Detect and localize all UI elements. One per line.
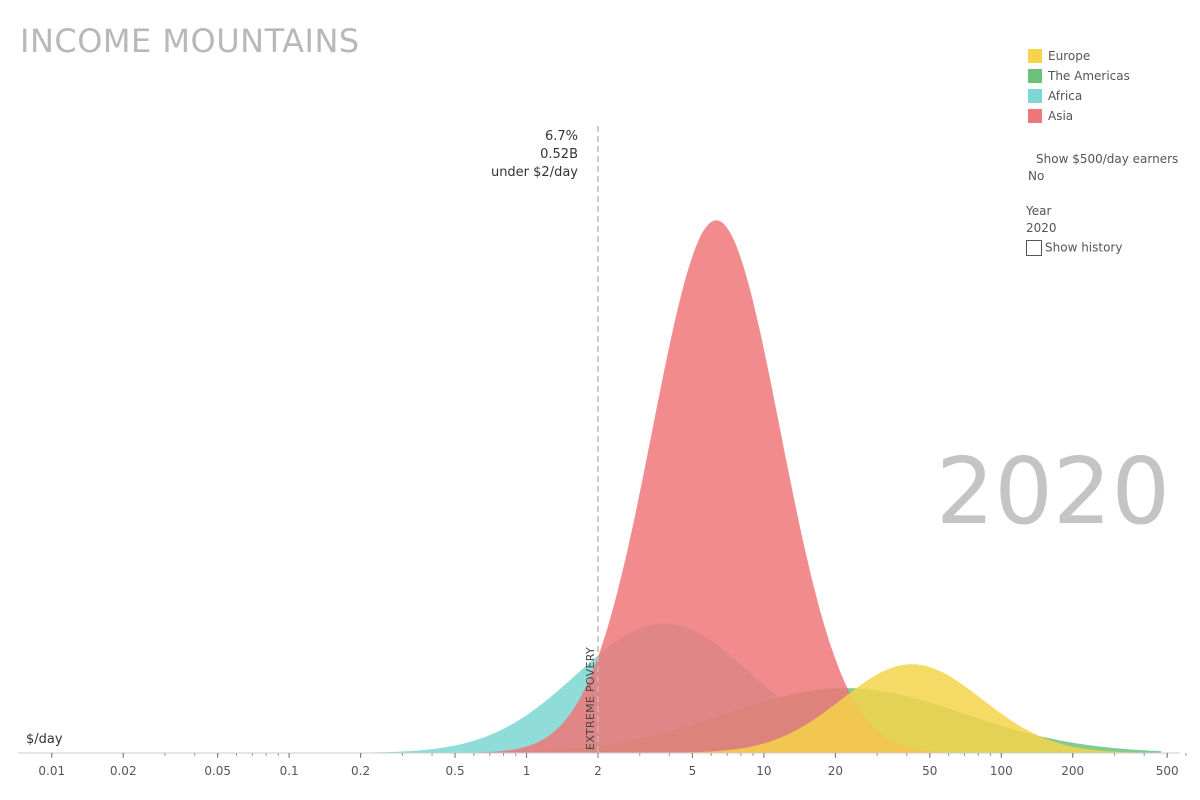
x-tick-label: 100 (990, 764, 1013, 778)
x-axis-tick-labels: 0.01 0.02 0.05 0.1 0.2 0.5 1 2 5 10 20 50 100 200 500 (38, 764, 1178, 778)
x-tick-label: 20 (828, 764, 843, 778)
show-history-checkbox[interactable] (1026, 240, 1042, 256)
x-tick-label: 10 (756, 764, 771, 778)
legend-item-africa[interactable]: Africa (1028, 86, 1130, 106)
x-tick-label: 200 (1061, 764, 1084, 778)
poverty-percent: 6.7% (544, 129, 578, 144)
poverty-annotation: 6.7% 0.52B under $2/day (491, 128, 578, 182)
legend-label-asia: Asia (1048, 109, 1074, 123)
poverty-count: 0.52B (540, 147, 578, 162)
x-tick-label: 0.02 (110, 764, 137, 778)
show500-label: Show $500/day earners (1036, 152, 1179, 166)
x-axis-ticks (51, 753, 1187, 758)
poverty-line-label: EXTREME POVERY (584, 647, 597, 750)
x-tick-label: 0.01 (38, 764, 65, 778)
legend-label-americas: The Americas (1048, 69, 1130, 83)
area-europe[interactable] (28, 664, 1162, 753)
chart-title: INCOME MOUNTAINS (20, 22, 360, 60)
legend-swatch-asia (1028, 109, 1042, 123)
legend-item-americas[interactable]: The Americas (1028, 66, 1130, 86)
big-year-watermark: 2020 (935, 438, 1170, 545)
area-layer (28, 220, 1162, 754)
poverty-text: under $2/day (490, 165, 578, 180)
x-axis-label: $/day (26, 732, 63, 747)
legend-label-africa: Africa (1048, 89, 1083, 103)
legend-swatch-africa (1028, 89, 1042, 103)
show-history-control[interactable]: Show history (1026, 240, 1122, 256)
x-tick-label: 500 (1156, 764, 1179, 778)
x-tick-label: 0.1 (280, 764, 299, 778)
year-label: Year (1026, 204, 1052, 218)
year-value[interactable]: 2020 (1026, 221, 1057, 235)
show500-dropdown[interactable]: No (1028, 169, 1045, 183)
x-tick-label: 1 (523, 764, 531, 778)
legend: Europe The Americas Africa Asia (1028, 46, 1130, 126)
legend-item-europe[interactable]: Europe (1028, 46, 1130, 66)
x-tick-label: 0.05 (204, 764, 231, 778)
x-tick-label: 0.2 (351, 764, 370, 778)
x-tick-label: 5 (689, 764, 697, 778)
legend-label-europe: Europe (1048, 49, 1091, 63)
x-tick-label: 2 (594, 764, 602, 778)
x-tick-label: 0.5 (446, 764, 465, 778)
legend-swatch-europe (1028, 49, 1042, 63)
legend-item-asia[interactable]: Asia (1028, 106, 1130, 126)
legend-swatch-americas (1028, 69, 1042, 83)
show-history-label: Show history (1045, 240, 1123, 255)
x-tick-label: 50 (922, 764, 937, 778)
